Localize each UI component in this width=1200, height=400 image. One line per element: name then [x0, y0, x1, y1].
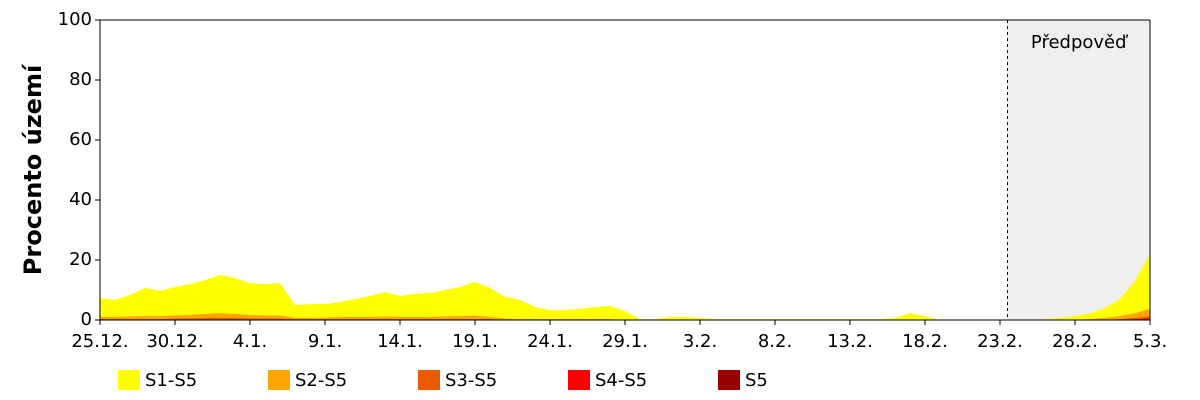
y-tick-label: 100: [58, 9, 92, 30]
legend-label: S2-S5: [295, 370, 347, 391]
x-tick-label: 4.1.: [233, 331, 267, 352]
legend-label: S3-S5: [445, 370, 497, 391]
legend-swatch: [568, 370, 590, 390]
y-tick-label: 80: [69, 69, 92, 90]
legend-swatch: [418, 370, 440, 390]
x-tick-label: 8.2.: [758, 331, 792, 352]
area: [100, 254, 1150, 320]
x-tick-label: 25.12.: [71, 331, 128, 352]
y-tick-label: 40: [69, 189, 92, 210]
x-tick-label: 23.2.: [977, 331, 1023, 352]
x-tick-label: 9.1.: [308, 331, 342, 352]
y-tick-label: 60: [69, 129, 92, 150]
legend-swatch: [118, 370, 140, 390]
legend-swatch: [718, 370, 740, 390]
legend-swatch: [268, 370, 290, 390]
x-tick-label: 18.2.: [902, 331, 948, 352]
x-tick-label: 5.3.: [1133, 331, 1167, 352]
x-tick-label: 30.12.: [146, 331, 203, 352]
x-tick-label: 24.1.: [527, 331, 573, 352]
x-tick-label: 3.2.: [683, 331, 717, 352]
forecast-label: Předpověď: [1031, 32, 1129, 53]
legend-label: S4-S5: [595, 370, 647, 391]
legend-label: S5: [745, 370, 768, 391]
x-tick-label: 28.2.: [1052, 331, 1098, 352]
x-tick-label: 29.1.: [602, 331, 648, 352]
area: [100, 308, 1150, 320]
y-axis-label: Procento území: [19, 63, 47, 275]
x-tick-label: 14.1.: [377, 331, 423, 352]
x-tick-label: 19.1.: [452, 331, 498, 352]
x-tick-label: 13.2.: [827, 331, 873, 352]
legend-label: S1-S5: [145, 370, 197, 391]
y-tick-label: 20: [69, 249, 92, 270]
forecast-region: [1007, 20, 1150, 320]
y-tick-label: 0: [81, 309, 92, 330]
